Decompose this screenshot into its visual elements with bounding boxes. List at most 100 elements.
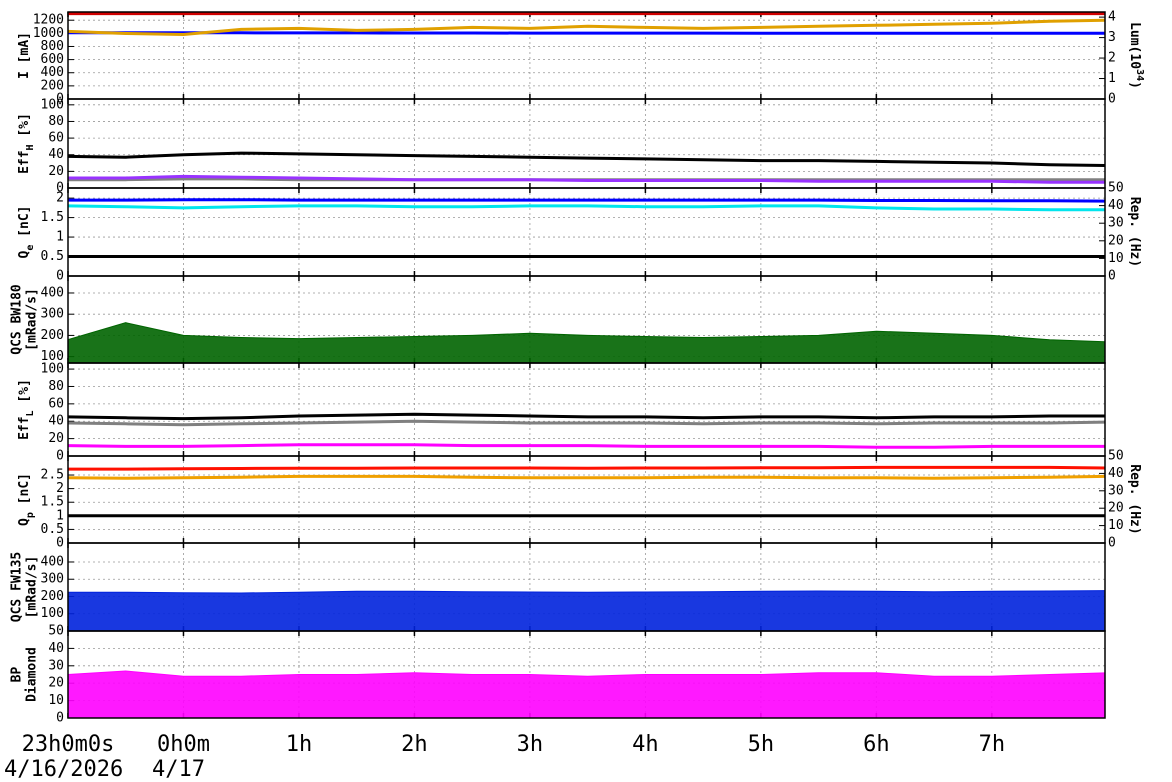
axis-label-part: Lum(10 (1128, 22, 1143, 69)
series-group (68, 322, 1105, 363)
y-tick-label: 60 (48, 396, 64, 411)
y-tick-label: 1.5 (41, 495, 64, 510)
axis-label: [mRad/s] (24, 288, 39, 351)
y2-tick-label: 40 (1108, 198, 1124, 213)
y-tick-label: 100 (41, 97, 64, 112)
y-tick-label: 80 (48, 379, 64, 394)
x-tick-label: 6h (863, 732, 890, 757)
y2-tick-label: 20 (1108, 501, 1124, 516)
y-tick-label: 300 (41, 307, 64, 322)
x-tick-label: 3h (517, 732, 544, 757)
y-tick-label: 1000 (33, 26, 64, 41)
axis-label-part: [nC] (17, 206, 32, 245)
x-tick-label: 2h (401, 732, 428, 757)
x-tick-label: 4h (632, 732, 659, 757)
y-tick-label: 50 (48, 624, 64, 639)
series-group (68, 12, 1105, 37)
axis-label-part: QCS BW180 (9, 284, 24, 355)
series-group (68, 465, 1105, 518)
axis-label-part: Eff (17, 416, 32, 439)
axis-label-part: [%] (17, 379, 32, 410)
y-tick-label: 400 (41, 554, 64, 569)
line (68, 204, 1105, 212)
y-tick-label: 300 (41, 572, 64, 587)
y-tick-label: 20 (48, 164, 64, 179)
y2-tick-label: 0 (1108, 92, 1116, 107)
axis-label-part: QCS FW135 (9, 552, 24, 622)
y-tick-label: 0.5 (41, 249, 64, 264)
y-tick-label: 80 (48, 114, 64, 129)
line (68, 465, 1105, 471)
y-tick-label: 0 (56, 536, 64, 551)
axis-label: QCS BW180 (9, 284, 24, 355)
y-tick-label: 40 (48, 641, 64, 656)
axis-label: EffH [%] (17, 113, 36, 174)
y-tick-label: 200 (41, 328, 64, 343)
y-tick-label: 200 (41, 78, 64, 93)
axis-label-part: e (25, 245, 36, 251)
y-tick-label: 0 (56, 711, 64, 726)
y2-tick-label: 2 (1108, 51, 1116, 66)
axis-label: Rep. (Hz) (1128, 464, 1143, 534)
y2-tick-label: 3 (1108, 30, 1116, 45)
axis-label-part: Rep. (Hz) (1128, 464, 1143, 534)
axis-label-part: I [mA] (17, 32, 32, 79)
y-tick-label: 100 (41, 362, 64, 377)
line (68, 419, 1105, 427)
axis-label-part: [mRad/s] (24, 556, 39, 619)
y-tick-label: 10 (48, 693, 64, 708)
y-tick-label: 40 (48, 414, 64, 429)
axis-label: Qp [nC] (17, 473, 36, 526)
y2-tick-label: 0 (1108, 269, 1116, 284)
y2-tick-label: 50 (1108, 449, 1124, 464)
series-group (68, 590, 1105, 631)
line (68, 198, 1105, 203)
y-tick-label: 400 (41, 285, 64, 300)
panel-frame (67, 98, 1106, 189)
y-tick-label: 100 (41, 349, 64, 364)
axis-label-part: [%] (17, 113, 32, 144)
axis-label-part: Diamond (24, 647, 39, 702)
x-tick-label: 7h (979, 732, 1006, 757)
axis-label: BP (9, 667, 24, 683)
area (68, 322, 1105, 363)
date-label: 4/17 (152, 757, 205, 782)
y-tick-label: 0 (56, 92, 64, 107)
y-tick-label: 30 (48, 658, 64, 673)
axis-label-part: 34 (1135, 69, 1146, 81)
line (68, 174, 1105, 184)
y-tick-label: 1 (56, 230, 64, 245)
x-tick-label: 0h0m (157, 732, 210, 757)
panel-frame (67, 362, 1106, 457)
axis-label-part: [nC] (17, 473, 32, 512)
y2-tick-label: 10 (1108, 251, 1124, 266)
y-tick-label: 1.5 (41, 210, 64, 225)
y2-tick-label: 50 (1108, 181, 1124, 196)
y2-tick-label: 20 (1108, 233, 1124, 248)
y-tick-label: 20 (48, 431, 64, 446)
y-tick-label: 60 (48, 131, 64, 146)
y-tick-label: 2 (56, 191, 64, 206)
axis-label: Diamond (24, 647, 39, 702)
panel-frame (67, 630, 1106, 719)
line (68, 151, 1105, 167)
axis-label: Rep. (Hz) (1128, 197, 1143, 267)
y-tick-label: 800 (41, 39, 64, 54)
y2-tick-label: 4 (1108, 10, 1116, 25)
line (68, 18, 1105, 37)
y-tick-label: 0 (56, 449, 64, 464)
y-tick-label: 1200 (33, 13, 64, 28)
x-tick-label: 1h (286, 732, 313, 757)
y2-tick-label: 30 (1108, 483, 1124, 498)
x-tick-label: 5h (748, 732, 775, 757)
y-tick-label: 200 (41, 589, 64, 604)
axis-label-part: p (25, 512, 36, 518)
y-tick-label: 0.5 (41, 522, 64, 537)
axis-label: EffL [%] (17, 379, 36, 440)
y-tick-label: 2.5 (41, 468, 64, 483)
series-group (68, 198, 1105, 258)
series-group (68, 412, 1105, 449)
series-group (68, 670, 1105, 718)
series-group (68, 151, 1105, 184)
